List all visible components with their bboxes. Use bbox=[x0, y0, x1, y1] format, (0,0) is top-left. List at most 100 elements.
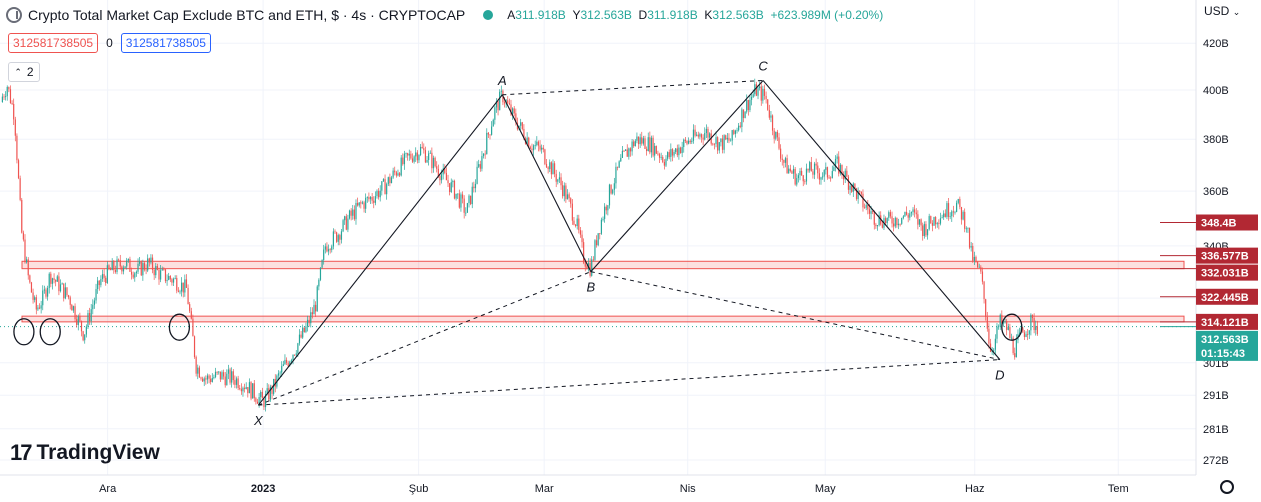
candle-body bbox=[933, 217, 935, 226]
candle-body bbox=[993, 349, 995, 352]
candle-body bbox=[468, 195, 470, 204]
x-tick-label: 2023 bbox=[251, 483, 275, 495]
candle-body bbox=[893, 223, 895, 227]
candle-body bbox=[47, 288, 49, 297]
candle-body bbox=[970, 246, 972, 248]
symbol-title[interactable]: Crypto Total Market Cap Exclude BTC and … bbox=[28, 7, 466, 23]
candle-body bbox=[368, 197, 370, 200]
candle-body bbox=[520, 122, 522, 126]
candle-body bbox=[360, 202, 362, 204]
candle-body bbox=[150, 257, 152, 263]
candle-body bbox=[348, 210, 351, 219]
candle-body bbox=[610, 184, 612, 194]
collapse-indicators-button[interactable]: ⌃ 2 bbox=[8, 62, 40, 82]
candle-body bbox=[796, 178, 798, 185]
indicator-value-1[interactable]: 312581738505 bbox=[8, 33, 99, 53]
candle-body bbox=[1030, 314, 1032, 331]
candle-body bbox=[111, 261, 113, 271]
candle-body bbox=[428, 153, 430, 161]
candle-body bbox=[784, 158, 787, 163]
candle-body bbox=[440, 174, 443, 181]
candle-body bbox=[870, 211, 872, 214]
candle-body bbox=[67, 295, 70, 298]
candle-body bbox=[119, 260, 121, 267]
gear-icon[interactable] bbox=[1220, 480, 1234, 494]
y-tick-label: 380B bbox=[1203, 134, 1229, 146]
candle-body bbox=[237, 378, 239, 388]
candle-body bbox=[914, 209, 916, 213]
candle-body bbox=[658, 154, 661, 158]
tradingview-mark-icon: 17 bbox=[10, 440, 33, 465]
candle-body bbox=[964, 211, 966, 229]
candle-body bbox=[670, 149, 672, 158]
candle-body bbox=[956, 202, 958, 212]
candle-body bbox=[379, 190, 381, 198]
candle-body bbox=[447, 180, 449, 184]
candle-body bbox=[872, 211, 874, 212]
candle-body bbox=[95, 289, 97, 301]
candle-body bbox=[377, 190, 380, 198]
candle-body bbox=[847, 176, 850, 190]
candle-body bbox=[626, 149, 628, 157]
candle-body bbox=[691, 140, 693, 143]
candle-body bbox=[87, 313, 89, 327]
candle-body bbox=[121, 266, 123, 272]
x-tick-label: May bbox=[815, 483, 836, 495]
candle-body bbox=[560, 177, 562, 186]
candle-body bbox=[621, 150, 623, 158]
candle-body bbox=[742, 109, 745, 118]
candle-body bbox=[675, 148, 677, 152]
candle-body bbox=[397, 173, 399, 176]
candle-body bbox=[206, 375, 209, 380]
candle-body bbox=[61, 283, 63, 285]
candle-body bbox=[608, 184, 611, 206]
currency-selector[interactable]: USD ⌄ bbox=[1204, 4, 1240, 18]
candle-body bbox=[147, 258, 149, 271]
candle-body bbox=[797, 175, 799, 179]
candle-body bbox=[696, 134, 698, 136]
candle-body bbox=[775, 131, 777, 139]
candle-body bbox=[541, 147, 543, 150]
candle-body bbox=[544, 149, 546, 165]
x-tick-label: Ara bbox=[99, 483, 117, 495]
candle-body bbox=[239, 387, 241, 389]
candle-body bbox=[928, 216, 930, 230]
candle-body bbox=[994, 338, 996, 350]
candle-body bbox=[1001, 314, 1003, 324]
candle-body bbox=[137, 263, 139, 272]
pattern-point-d: D bbox=[995, 368, 1004, 383]
candle-body bbox=[332, 231, 334, 247]
candle-body bbox=[947, 203, 950, 217]
candle-body bbox=[234, 380, 236, 385]
candle-body bbox=[1033, 317, 1035, 331]
candle-body bbox=[219, 371, 221, 380]
candle-body bbox=[1025, 334, 1027, 337]
price-marker-label: 348.4B bbox=[1201, 218, 1237, 230]
candle-body bbox=[419, 146, 422, 155]
candle-body bbox=[210, 378, 212, 382]
candle-body bbox=[949, 216, 951, 218]
candle-body bbox=[613, 183, 615, 190]
candle-body bbox=[936, 223, 938, 225]
candle-body bbox=[584, 262, 586, 267]
candle-body bbox=[340, 231, 343, 240]
candle-body bbox=[918, 219, 921, 225]
candle-body bbox=[683, 139, 685, 148]
candle-body bbox=[981, 271, 984, 282]
candle-body bbox=[192, 318, 194, 337]
candle-body bbox=[248, 382, 251, 394]
candle-body bbox=[405, 153, 407, 154]
candle-body bbox=[98, 280, 100, 286]
indicator-value-3[interactable]: 312581738505 bbox=[120, 33, 211, 53]
candle-body bbox=[1035, 326, 1037, 331]
candle-body bbox=[650, 137, 653, 153]
candle-body bbox=[226, 373, 228, 386]
candle-body bbox=[1028, 330, 1030, 335]
candle-body bbox=[434, 157, 436, 167]
candle-body bbox=[917, 214, 919, 225]
candle-body bbox=[395, 172, 397, 176]
candle-body bbox=[736, 130, 738, 132]
ohlc-open: 311.918B bbox=[515, 8, 566, 22]
candle-body bbox=[988, 328, 990, 344]
